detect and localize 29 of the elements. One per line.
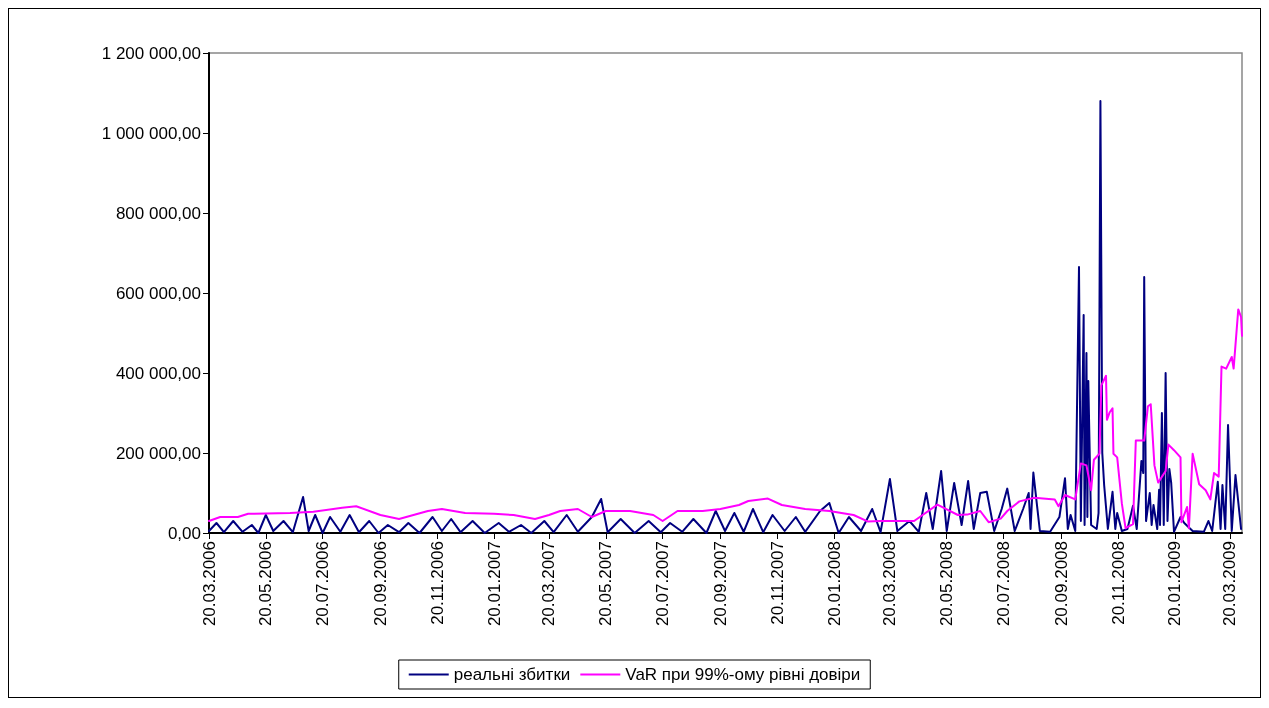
x-tick-label: 20.11.2007 bbox=[767, 541, 787, 625]
line-series bbox=[208, 308, 1243, 530]
x-tick-label: 20.09.2007 bbox=[710, 541, 730, 627]
x-tick-label: 20.05.2008 bbox=[937, 541, 957, 627]
x-tick-label: 20.11.2008 bbox=[1108, 541, 1128, 625]
y-tick-label: 1 200 000,00 bbox=[101, 43, 201, 63]
legend-label: VaR при 99%-ому рівні довіри bbox=[625, 665, 861, 684]
x-tick-label: 20.01.2007 bbox=[484, 541, 504, 627]
x-tick-label: 20.03.2009 bbox=[1220, 541, 1240, 627]
x-tick-label: 20.09.2008 bbox=[1051, 541, 1071, 627]
x-tick-label: 20.07.2007 bbox=[653, 541, 673, 627]
y-tick-label: 0,00 bbox=[167, 523, 201, 543]
x-tick-label: 20.03.2007 bbox=[539, 541, 559, 627]
y-tick-label: 200 000,00 bbox=[115, 443, 201, 463]
x-tick-label: 20.07.2006 bbox=[313, 541, 333, 627]
x-tick-label: 20.05.2006 bbox=[256, 541, 276, 627]
x-tick-label: 20.11.2006 bbox=[427, 541, 447, 625]
y-tick-label: 800 000,00 bbox=[115, 203, 201, 223]
y-tick-label: 600 000,00 bbox=[115, 283, 201, 303]
y-tick-label: 400 000,00 bbox=[115, 363, 201, 383]
y-tick-label: 1 000 000,00 bbox=[101, 123, 201, 143]
x-tick-label: 20.07.2008 bbox=[994, 541, 1014, 627]
x-tick-label: 20.01.2008 bbox=[824, 541, 844, 627]
x-tick-label: 20.09.2006 bbox=[370, 541, 390, 627]
legend-label: реальні збитки bbox=[453, 665, 571, 684]
x-tick-label: 20.05.2007 bbox=[596, 541, 616, 627]
x-tick-label: 20.03.2008 bbox=[880, 541, 900, 627]
x-tick-label: 20.01.2009 bbox=[1165, 541, 1185, 627]
x-tick-label: 20.03.2006 bbox=[199, 541, 219, 627]
